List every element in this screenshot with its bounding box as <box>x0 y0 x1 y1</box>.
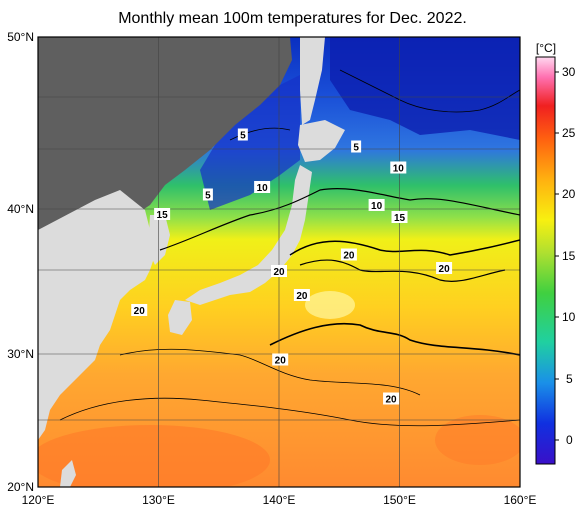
lon-tick-label: 140°E <box>263 493 296 507</box>
contour-label-bg <box>390 161 407 174</box>
contour-label-text: 10 <box>257 183 269 194</box>
contour-label: 5 <box>202 188 213 202</box>
contour-label-text: 20 <box>273 267 285 278</box>
contour-label-text: 15 <box>394 213 406 224</box>
colorbar-tick-label: 20 <box>562 187 576 201</box>
lat-tick-label: 40°N <box>7 202 34 216</box>
hokkaido-island <box>298 120 345 162</box>
warm-patch <box>305 291 355 319</box>
honshu-island <box>185 165 312 305</box>
contour-label: 20 <box>272 353 289 367</box>
lon-tick-label: 130°E <box>142 493 175 507</box>
colorbar-tick-label: 15 <box>562 249 576 263</box>
cold-water-region <box>200 75 300 210</box>
colorbar: [°C] 30 25 20 15 10 5 0 <box>535 41 576 465</box>
contour-label-bg <box>131 304 148 316</box>
colorbar-ticks <box>555 71 559 441</box>
contour-label-bg <box>202 188 213 201</box>
contour-label-text: 20 <box>134 306 146 317</box>
asian-continent-land <box>38 37 292 335</box>
contour-label: 10 <box>368 199 385 212</box>
colorbar-tick-label: 25 <box>562 126 576 140</box>
contour-label: 15 <box>391 211 408 224</box>
map-title: Monthly mean 100m temperatures for Dec. … <box>118 10 467 27</box>
lon-tick-label: 120°E <box>22 493 55 507</box>
contour-label: 5 <box>351 140 362 154</box>
contour-label-text: 5 <box>353 143 359 154</box>
contour-label: 15 <box>154 208 171 221</box>
warm-patch <box>38 425 270 487</box>
contour-label: 20 <box>271 265 287 278</box>
colorbar-gradient <box>535 56 556 465</box>
contour-label: 10 <box>254 181 271 194</box>
contour-minor <box>229 127 291 141</box>
contour-label-bg <box>351 140 362 153</box>
contour-label: 10 <box>390 161 407 175</box>
taiwan-island <box>60 460 76 487</box>
cold-water-region <box>330 37 520 140</box>
contour-10 <box>159 188 520 251</box>
contour-label: 20 <box>293 289 310 302</box>
lat-tick-labels: 50°N 40°N 30°N 20°N <box>7 30 34 494</box>
contour-label-bg <box>391 211 408 223</box>
contour-minor <box>119 348 421 396</box>
contour-20b <box>299 259 506 282</box>
contour-label-bg <box>368 199 385 211</box>
contour-label-layer: 5 5 5 10 10 10 15 15 20 20 20 20 20 20 20 <box>131 128 453 406</box>
contour-label: 20 <box>131 304 148 317</box>
contour-minor <box>59 397 520 427</box>
contour-label-bg <box>436 262 453 274</box>
contour-label: 20 <box>340 248 357 262</box>
contour-15 <box>289 239 520 256</box>
contour-label-bg <box>293 289 310 301</box>
lat-tick-label: 50°N <box>7 30 34 44</box>
contour-label-text: 20 <box>296 291 308 302</box>
colorbar-tick-label: 30 <box>562 65 576 79</box>
colorbar-unit: [°C] <box>536 41 556 55</box>
contour-label-text: 5 <box>205 191 211 202</box>
lon-tick-labels: 120°E 130°E 140°E 150°E 160°E <box>22 493 537 507</box>
colorbar-tick-label: 0 <box>566 433 573 447</box>
contour-label-text: 10 <box>371 201 383 212</box>
contour-label-text: 10 <box>393 164 405 175</box>
contour-lines <box>59 69 520 427</box>
contour-label: 5 <box>237 128 248 142</box>
colorbar-tick-label: 5 <box>566 372 573 386</box>
contour-label-text: 5 <box>240 131 246 142</box>
contour-label-text: 20 <box>386 395 398 406</box>
contour-label-bg <box>272 353 289 366</box>
kyushu-island <box>168 300 192 335</box>
contour-label-text: 20 <box>343 251 355 262</box>
lon-tick-label: 150°E <box>383 493 416 507</box>
contour-20 <box>269 322 520 356</box>
contour-label-bg <box>254 181 271 193</box>
contour-label: 20 <box>383 392 400 406</box>
contour-label-bg <box>271 265 287 277</box>
contour-label-bg <box>383 392 400 405</box>
contour-label-bg <box>340 248 357 261</box>
contour-label-text: 20 <box>275 356 287 367</box>
korea-peninsula <box>148 215 170 265</box>
contour-minor <box>339 69 520 113</box>
lon-tick-label: 160°E <box>504 493 537 507</box>
korea-china-land <box>38 190 155 440</box>
contour-label-bg <box>154 208 171 220</box>
contour-label-text: 15 <box>157 210 169 221</box>
contour-label-bg <box>237 128 248 141</box>
warm-patch <box>435 415 520 465</box>
contour-label-text: 20 <box>439 264 451 275</box>
colorbar-tick-label: 10 <box>562 310 576 324</box>
lat-tick-label: 30°N <box>7 347 34 361</box>
map-frame <box>37 36 521 488</box>
map-grid <box>38 37 520 487</box>
contour-label: 20 <box>436 262 453 275</box>
sakhalin-island <box>300 37 325 125</box>
lat-tick-label: 20°N <box>7 480 34 494</box>
